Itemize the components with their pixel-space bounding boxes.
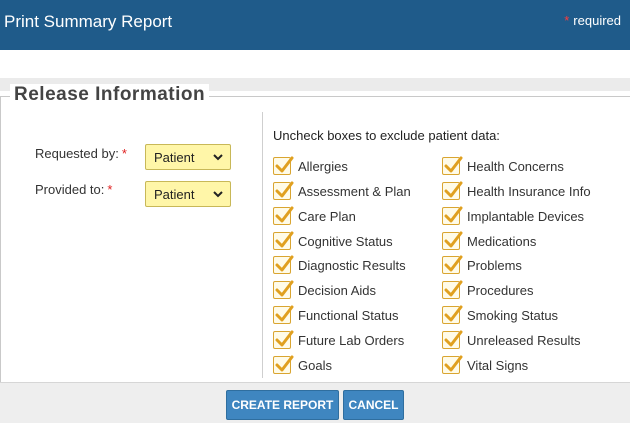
checkbox-label: Procedures [467,282,534,298]
checkbox-label: Future Lab Orders [298,332,405,348]
checkbox-label: Cognitive Status [298,233,393,249]
checkbox-assessment-and-plan[interactable]: Assessment & Plan [273,181,411,201]
checkbox-checked-icon[interactable] [273,305,294,324]
checkbox-cognitive-status[interactable]: Cognitive Status [273,231,393,251]
checkbox-checked-icon[interactable] [273,355,294,374]
provided-to-required-star: * [107,182,113,197]
release-information-legend: Release Information [10,84,210,106]
checkbox-label: Implantable Devices [467,208,585,224]
checkbox-checked-icon[interactable] [273,280,294,299]
checkbox-checked-icon[interactable] [442,255,463,274]
checkbox-checked-icon[interactable] [273,330,294,349]
checkbox-problems[interactable]: Problems [442,255,522,275]
required-star: * [564,13,570,28]
release-information-fieldset [0,96,630,382]
requested-by-select[interactable]: Patient [145,144,231,170]
checkbox-checked-icon[interactable] [442,156,463,175]
checkbox-checked-icon[interactable] [273,231,294,250]
requested-by-label: Requested by: * [35,146,127,161]
requested-by-value: Patient [154,150,195,165]
checkbox-checked-icon[interactable] [442,280,463,299]
checkbox-unreleased-results[interactable]: Unreleased Results [442,330,580,350]
dialog-title: Print Summary Report [4,12,173,31]
requested-by-label-text: Requested by: [35,146,119,161]
checkbox-goals[interactable]: Goals [273,355,332,375]
required-label: required [573,13,621,28]
header-spacer [0,50,630,78]
checkbox-label: Assessment & Plan [298,183,411,199]
checkbox-label: Diagnostic Results [298,257,406,273]
checkbox-checked-icon[interactable] [442,231,463,250]
checkbox-checked-icon[interactable] [442,181,463,200]
checkbox-diagnostic-results[interactable]: Diagnostic Results [273,255,406,275]
provided-to-label-text: Provided to: [35,182,105,197]
checkbox-label: Goals [298,357,332,373]
checkbox-vital-signs[interactable]: Vital Signs [442,355,528,375]
checkbox-instructions: Uncheck boxes to exclude patient data: [273,128,500,143]
checkbox-care-plan[interactable]: Care Plan [273,206,356,226]
checkbox-medications[interactable]: Medications [442,231,536,251]
checkbox-checked-icon[interactable] [273,255,294,274]
checkbox-label: Vital Signs [467,357,529,373]
create-report-button[interactable]: CREATE REPORT [226,390,339,420]
checkbox-procedures[interactable]: Procedures [442,280,533,300]
checkbox-label: Decision Aids [298,282,377,298]
chevron-down-icon [213,154,223,161]
cancel-button[interactable]: CANCEL [343,390,404,420]
provided-to-label: Provided to: * [35,182,112,197]
checkbox-label: Unreleased Results [467,332,581,348]
checkbox-label: Health Insurance Info [467,183,591,199]
checkbox-checked-icon[interactable] [442,355,463,374]
checkbox-health-insurance-info[interactable]: Health Insurance Info [442,181,591,201]
checkbox-health-concerns[interactable]: Health Concerns [442,156,564,176]
checkbox-decision-aids[interactable]: Decision Aids [273,280,376,300]
checkbox-label: Medications [467,233,537,249]
checkbox-label: Health Concerns [467,158,564,174]
checkbox-checked-icon[interactable] [442,330,463,349]
provided-to-select[interactable]: Patient [145,181,231,207]
dialog-header: Print Summary Report * required [0,0,630,50]
checkbox-allergies[interactable]: Allergies [273,156,348,176]
checkbox-checked-icon[interactable] [273,156,294,175]
checkbox-label: Functional Status [298,307,399,323]
checkbox-label: Care Plan [298,208,356,224]
chevron-down-icon [213,191,223,198]
checkbox-checked-icon[interactable] [273,206,294,225]
checkbox-label: Allergies [298,158,348,174]
required-note: * required [564,13,621,28]
checkbox-label: Problems [467,257,522,273]
checkbox-checked-icon[interactable] [273,181,294,200]
checkbox-checked-icon[interactable] [442,305,463,324]
checkbox-smoking-status[interactable]: Smoking Status [442,305,558,325]
provided-to-value: Patient [154,187,195,202]
checkbox-checked-icon[interactable] [442,206,463,225]
checkbox-future-lab-orders[interactable]: Future Lab Orders [273,330,404,350]
checkbox-functional-status[interactable]: Functional Status [273,305,398,325]
column-divider [262,112,263,378]
checkbox-label: Smoking Status [467,307,559,323]
requested-by-required-star: * [121,146,127,161]
checkbox-implantable-devices[interactable]: Implantable Devices [442,206,584,226]
